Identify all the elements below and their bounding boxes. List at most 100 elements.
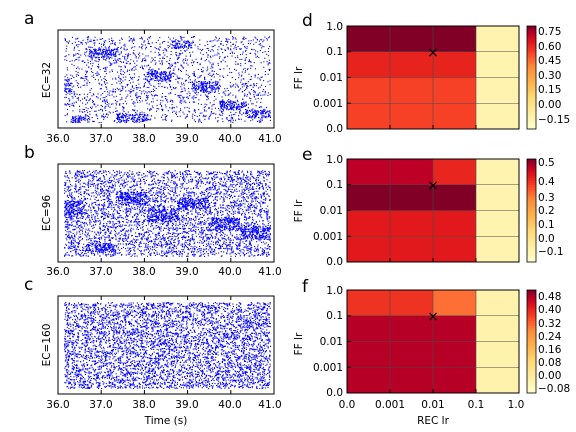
spike-dot <box>94 42 96 44</box>
spike-dot <box>176 58 178 60</box>
spike-dot <box>161 108 163 110</box>
spike-dot <box>181 84 183 86</box>
spike-dot <box>80 41 82 43</box>
spike-dot <box>141 237 143 239</box>
spike-dot <box>202 84 204 86</box>
spike-dot <box>101 105 103 107</box>
spike-dot <box>202 91 204 93</box>
spike-dot <box>231 209 233 211</box>
spike-dot <box>90 51 92 53</box>
spike-dot <box>143 86 145 88</box>
spike-dot <box>186 49 188 51</box>
spike-dot <box>144 120 146 122</box>
spike-dot <box>213 86 215 88</box>
spike-dot <box>170 92 172 94</box>
spike-dot <box>245 115 247 117</box>
spike-dot <box>66 200 68 202</box>
spike-dot <box>188 191 190 193</box>
spike-dot <box>264 113 266 115</box>
spike-dot <box>238 74 240 76</box>
spike-dot <box>178 219 180 221</box>
spike-dot <box>200 84 202 86</box>
spike-dot <box>252 229 254 231</box>
spike-dot <box>88 179 90 181</box>
spike-dot <box>143 253 145 255</box>
spike-dot <box>180 99 182 101</box>
spike-dot <box>111 42 113 44</box>
spike-dot <box>95 191 97 193</box>
spike-dot <box>91 216 93 218</box>
spike-dot <box>235 253 237 255</box>
spike-dot <box>111 90 113 92</box>
spike-dot <box>135 232 137 234</box>
spike-dot <box>137 227 139 229</box>
spike-dot <box>142 53 144 55</box>
spike-dot <box>174 192 176 194</box>
spike-dot <box>233 104 235 106</box>
spike-dot <box>148 72 150 74</box>
spike-dot <box>233 106 235 108</box>
spike-dot <box>241 86 243 88</box>
spike-dot <box>242 112 244 114</box>
spike-dot <box>106 100 108 102</box>
spike-dot <box>100 94 102 96</box>
spike-dot <box>203 192 205 194</box>
spike-dot <box>102 229 104 231</box>
spike-dot <box>201 241 203 243</box>
spike-dot <box>115 59 117 61</box>
spike-dot <box>191 85 193 87</box>
spike-dot <box>229 105 231 107</box>
spike-dot <box>167 172 169 174</box>
spike-dot <box>216 240 218 242</box>
spike-dot <box>186 116 188 118</box>
spike-dot <box>98 58 100 60</box>
spike-dot <box>124 185 126 187</box>
spike-dot <box>66 84 68 86</box>
spike-dot <box>132 116 134 118</box>
spike-dot <box>109 50 111 52</box>
spike-dot <box>248 225 250 227</box>
spike-dot <box>227 47 229 49</box>
spike-dot <box>222 104 224 106</box>
spike-dot <box>203 249 205 251</box>
spike-dot <box>230 183 232 185</box>
spike-dot <box>137 229 139 231</box>
spike-dot <box>235 41 237 43</box>
spike-dot <box>219 212 221 214</box>
spike-dot <box>167 222 169 224</box>
spike-dot <box>206 104 208 106</box>
spike-dot <box>177 57 179 59</box>
spike-dot <box>76 82 78 84</box>
spike-dot <box>79 111 81 113</box>
spike-dot <box>112 53 114 55</box>
spike-dot <box>128 190 130 192</box>
spike-dot <box>193 255 195 257</box>
spike-dot <box>112 91 114 93</box>
spike-dot <box>147 96 149 98</box>
spike-dot <box>156 79 158 81</box>
spike-dot <box>228 216 230 218</box>
spike-dot <box>167 75 169 77</box>
spike-dot <box>177 116 179 118</box>
spike-dot <box>121 115 123 117</box>
spike-dot <box>242 38 244 40</box>
spike-dot <box>180 50 182 52</box>
spike-dot <box>65 88 67 90</box>
spike-dot <box>173 210 175 212</box>
spike-dot <box>207 54 209 56</box>
spike-dot <box>108 58 110 60</box>
spike-dot <box>267 189 269 191</box>
spike-dot <box>181 232 183 234</box>
spike-dot <box>76 67 78 69</box>
spike-dot <box>129 90 131 92</box>
spike-dot <box>180 109 182 111</box>
spike-dot <box>176 176 178 178</box>
spike-dot <box>232 100 234 102</box>
spike-dot <box>224 49 226 51</box>
spike-dot <box>200 68 202 70</box>
spike-dot <box>217 83 219 85</box>
spike-dot <box>182 52 184 54</box>
spike-dot <box>249 92 251 94</box>
spike-dot <box>82 217 84 219</box>
spike-dot <box>111 63 113 65</box>
